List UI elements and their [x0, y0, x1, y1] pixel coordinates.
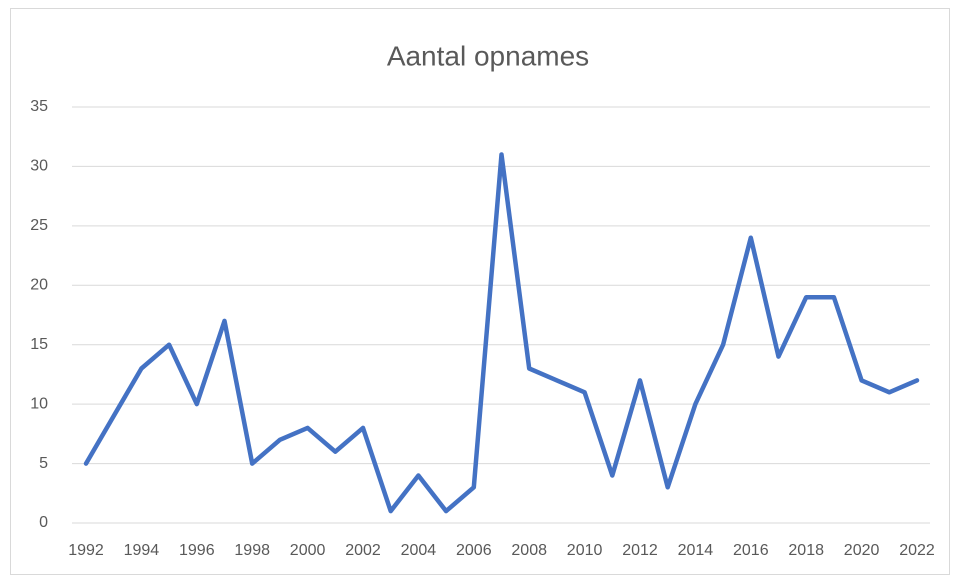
x-tick-label: 1994: [124, 542, 160, 559]
x-tick-label: 2000: [290, 542, 326, 559]
x-tick-label: 2012: [622, 542, 658, 559]
x-tick-label: 1992: [68, 542, 104, 559]
x-tick-label: 2014: [678, 542, 714, 559]
chart-title: Aantal opnames: [387, 40, 589, 71]
y-tick-label: 0: [39, 514, 48, 531]
x-tick-label: 2006: [456, 542, 492, 559]
x-tick-label: 1998: [234, 542, 270, 559]
x-tick-label: 2010: [567, 542, 603, 559]
x-tick-label: 2020: [844, 542, 880, 559]
line: [83, 152, 920, 514]
x-tick-label: 2022: [899, 542, 935, 559]
x-tick-label: 2016: [733, 542, 769, 559]
x-tick-label: 2002: [345, 542, 381, 559]
y-tick-label: 35: [30, 98, 48, 115]
chart-frame: [10, 8, 950, 575]
x-tick-label: 2008: [511, 542, 547, 559]
y-tick-label: 10: [30, 395, 48, 412]
y-tick-label: 5: [39, 455, 48, 472]
x-tick-label: 2018: [788, 542, 824, 559]
y-tick-label: 25: [30, 217, 48, 234]
y-tick-label: 30: [30, 158, 48, 175]
x-tick-label: 2004: [401, 542, 437, 559]
y-tick-label: 15: [30, 336, 48, 353]
x-tick-label: 1996: [179, 542, 215, 559]
y-tick-label: 20: [30, 277, 48, 294]
